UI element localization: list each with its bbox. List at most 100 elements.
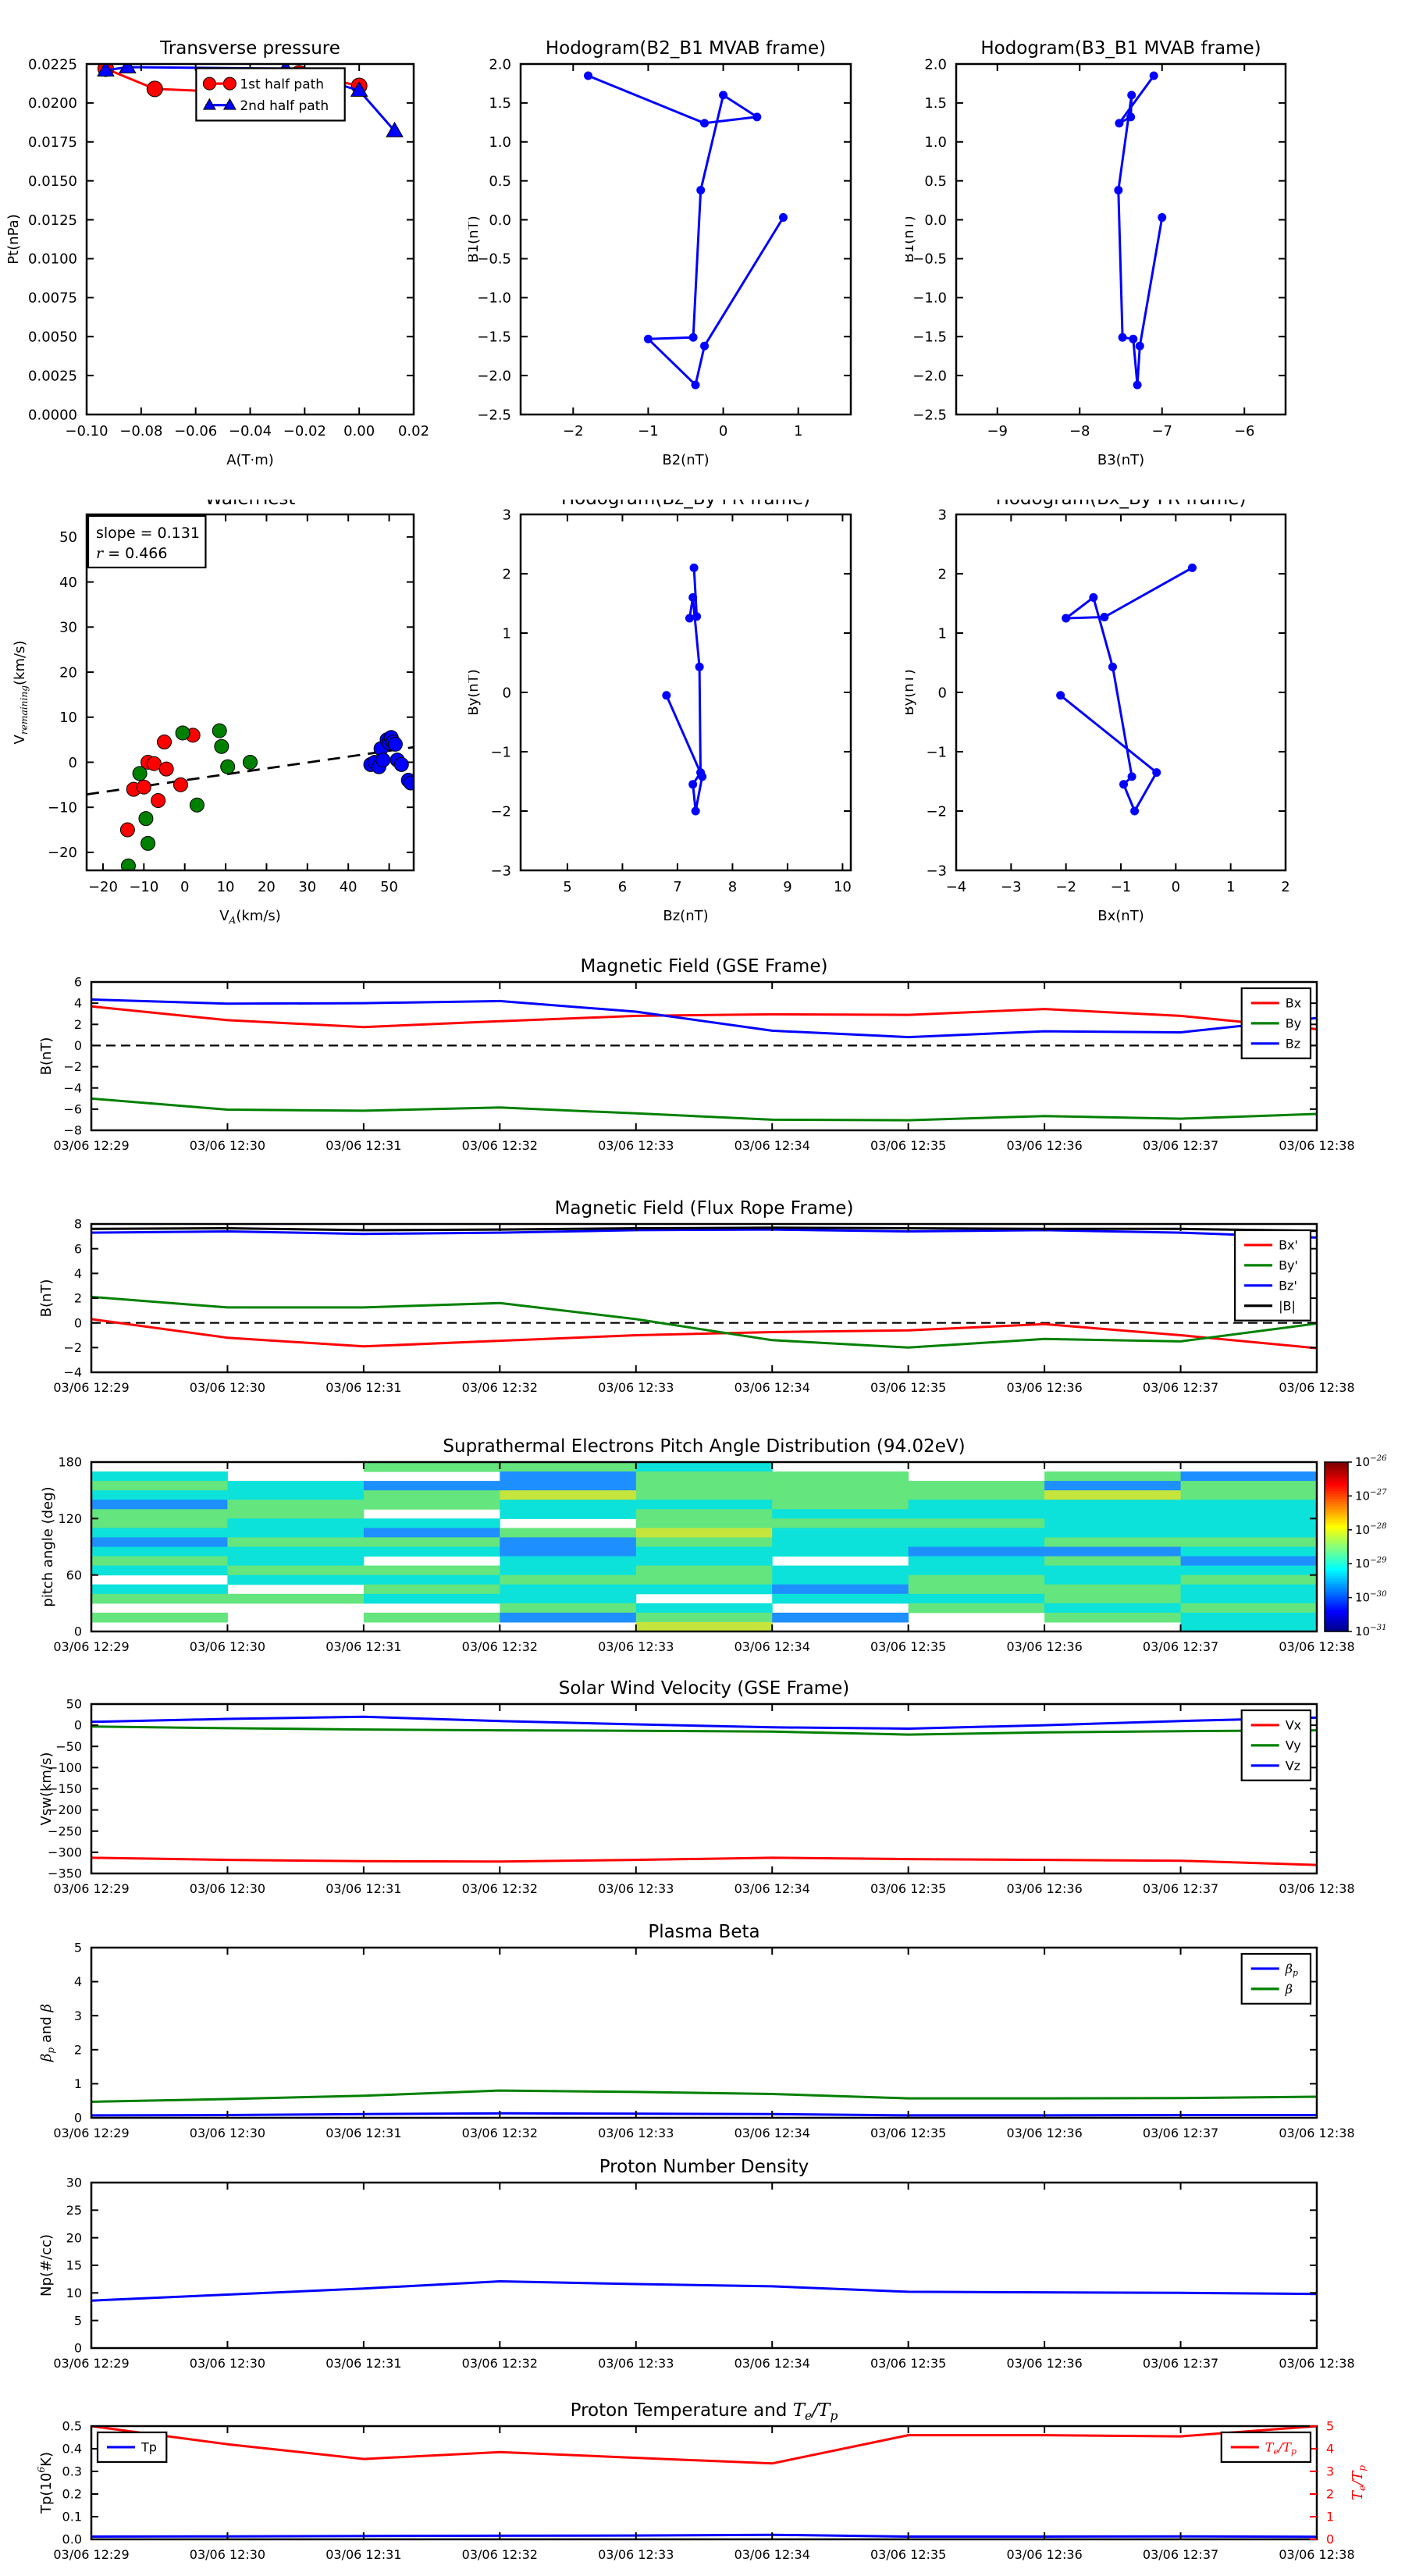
legend: Bx' By' Bz' |B| xyxy=(1233,1229,1312,1322)
legend-label: 1st half path xyxy=(240,76,324,92)
x-tick-label: 03/06 12:35 xyxy=(870,2547,946,2562)
y-tick-label: 0.0000 xyxy=(28,407,77,423)
x-tick-label: 03/06 12:31 xyxy=(325,1138,401,1153)
panel-title: Hodogram(Bx_By FR frame) xyxy=(996,500,1247,509)
y-axis-label: B1(nT) xyxy=(905,215,917,262)
x-tick-label: 30 xyxy=(298,879,316,895)
y-axis-label: Pt(nPa) xyxy=(5,214,22,264)
x-tick-label: 03/06 12:37 xyxy=(1143,2356,1218,2371)
y-tick-label: 30 xyxy=(59,620,77,636)
y-tick-label: 40 xyxy=(59,575,77,591)
x-tick-label: 03/06 12:37 xyxy=(1143,1138,1218,1153)
x-tick-label: 03/06 12:32 xyxy=(462,1138,538,1153)
x-tick-label: −4 xyxy=(946,879,967,895)
panel-hodogram-b3-b1: −9 −8 −7 −6 −2.5 −2.0 −1.5 −1.0 −0.5 0.0 0.5 1.0 1.5… xyxy=(905,38,1287,468)
x-tick-label: −0.10 xyxy=(65,423,108,439)
x-tick-label: 03/06 12:36 xyxy=(1006,1639,1082,1653)
y-tick-label: 0.0025 xyxy=(28,368,77,384)
x-tick-label: −1 xyxy=(1111,879,1132,895)
right-tick-label: 3 xyxy=(1326,2464,1334,2479)
y-tick-label: 0.1 xyxy=(62,2510,82,2524)
series-tp xyxy=(91,2533,1317,2539)
series-vx xyxy=(91,1856,1317,1866)
axes-box xyxy=(519,62,852,416)
y-tick-label: 2 xyxy=(74,1017,82,1032)
y-tick-label: 2 xyxy=(74,2042,82,2057)
panel-proton-temperature: 03/06 12:29 03/06 12:30 03/06 12:31 03/06 1… xyxy=(36,2400,1368,2562)
x-tick-label: 03/06 12:35 xyxy=(870,1881,946,1896)
x-tick-label: 10 xyxy=(217,879,235,895)
x-tick-label: 03/06 12:30 xyxy=(190,1380,265,1395)
y-tick-label: −150 xyxy=(48,1781,82,1796)
series-scatter-2nd-half xyxy=(363,730,414,791)
colorbar: 10−26 10−27 10−28 10−29 10−30 10−31 xyxy=(1324,1454,1387,1638)
x-tick-label: 03/06 12:34 xyxy=(735,1380,810,1395)
y-tick-label: 0 xyxy=(74,2341,82,2356)
x-tick-label: 03/06 12:36 xyxy=(1006,1138,1082,1153)
x-tick-label: 03/06 12:29 xyxy=(53,1138,129,1153)
x-tick-label: 03/06 12:38 xyxy=(1279,1639,1354,1653)
legend: βp β xyxy=(1240,1952,1312,2005)
x-tick-label: 03/06 12:37 xyxy=(1143,1380,1218,1395)
y-tick-label: −6 xyxy=(63,1101,82,1116)
y-tick-label: 4 xyxy=(74,1266,82,1281)
y-tick-label: 0.4 xyxy=(62,2442,82,2457)
x-tick-label: 03/06 12:36 xyxy=(1006,2547,1082,2562)
x-tick-label: 03/06 12:37 xyxy=(1143,2126,1218,2139)
y-tick-label: 0 xyxy=(74,1038,82,1053)
legend-label: Vx xyxy=(1286,1718,1301,1733)
colorbar-tick-label: 10−28 xyxy=(1355,1522,1387,1537)
y-tick-label: −4 xyxy=(63,1080,82,1095)
x-tick-label: 50 xyxy=(380,879,398,895)
y-tick-label: −2.5 xyxy=(477,407,511,423)
x-tick-label: 03/06 12:32 xyxy=(462,2547,538,2562)
y-tick-label: 6 xyxy=(74,975,82,990)
right-tick-label: 1 xyxy=(1326,2510,1334,2524)
y-tick-label: 8 xyxy=(74,1217,82,1232)
colorbar-tick-label: 10−31 xyxy=(1355,1624,1387,1638)
y-tick-label: 0 xyxy=(74,1315,82,1330)
series-b2-b1-path xyxy=(584,71,788,390)
x-axis-label: B2(nT) xyxy=(662,452,709,468)
x-tick-label: 03/06 12:32 xyxy=(462,1881,538,1896)
y-tick-label: −0.5 xyxy=(477,251,511,268)
x-axis-label: B3(nT) xyxy=(1097,452,1144,468)
panel-hodogram-b2-b1: −2 −1 0 1 −2.5 −2.0 −1.5 −1.0 −0.5 0.0 0.5 1.0 1.5 2.… xyxy=(468,38,852,468)
y-tick-label: −2.0 xyxy=(912,368,947,384)
axes-box xyxy=(90,1222,1318,1374)
x-tick-label: 03/06 12:33 xyxy=(598,2547,674,2562)
y-tick-label: 5 xyxy=(74,2313,82,2328)
x-tick-label: 10 xyxy=(834,879,852,895)
x-tick-label: 03/06 12:30 xyxy=(190,1639,265,1653)
axes-box xyxy=(90,1946,1318,2119)
y-tick-label: −200 xyxy=(48,1802,82,1817)
x-tick-label: −3 xyxy=(1001,879,1022,895)
y-tick-label: 1 xyxy=(938,625,947,642)
x-tick-label: 03/06 12:30 xyxy=(190,2356,265,2371)
annotation-line: r = 0.466 xyxy=(96,545,168,562)
panel-plasma-beta: 03/06 12:29 03/06 12:30 03/06 12:31 03/06 1… xyxy=(38,1922,1355,2139)
panel-title: Hodogram(Bz_By FR frame) xyxy=(561,500,810,509)
x-tick-label: 03/06 12:31 xyxy=(325,1881,401,1896)
y-tick-label: 0.5 xyxy=(489,173,511,190)
y-tick-label: 0 xyxy=(74,1718,82,1733)
y-tick-label: 120 xyxy=(58,1511,82,1526)
x-tick-label: 03/06 12:30 xyxy=(190,1881,265,1896)
x-tick-label: 03/06 12:36 xyxy=(1006,2126,1082,2139)
series-bz-by-path xyxy=(662,563,707,816)
y-tick-label: 0.0125 xyxy=(28,212,77,229)
y-axis-label: By(nT) xyxy=(468,669,482,715)
x-tick-label: −0.08 xyxy=(119,423,162,439)
colorbar-tick-label: 10−27 xyxy=(1355,1489,1387,1503)
y-axis-label: B1(nT) xyxy=(468,215,482,262)
y-tick-label: −20 xyxy=(48,845,77,861)
y-tick-label: 0.0150 xyxy=(28,173,77,190)
x-tick-label: 03/06 12:29 xyxy=(53,1639,129,1653)
y-tick-label: 2.0 xyxy=(924,56,947,73)
series-fit-line xyxy=(87,745,414,796)
x-tick-label: −2 xyxy=(563,423,584,439)
legend-label: Vy xyxy=(1286,1738,1301,1753)
panel-title: WalenTest xyxy=(205,500,296,509)
legend: 1st half path 2nd half path xyxy=(195,67,346,122)
x-tick-label: −0.04 xyxy=(229,423,272,439)
